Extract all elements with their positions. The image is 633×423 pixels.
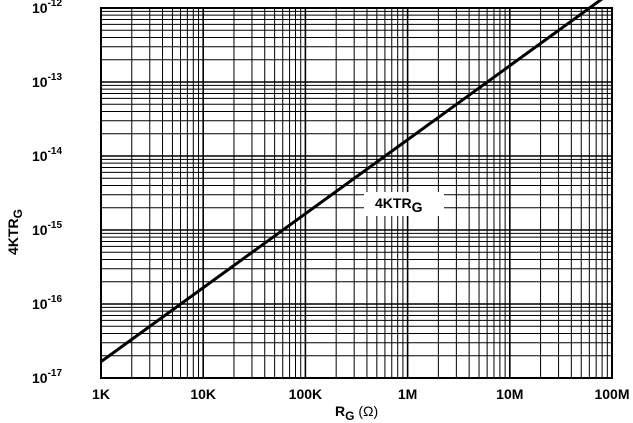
x-tick-label: 1M [398, 386, 417, 402]
x-tick-label: 1K [92, 386, 110, 402]
y-tick-exponent: -16 [48, 294, 63, 305]
y-tick-base: 10 [32, 0, 48, 16]
y-tick-label: 10-15 [32, 220, 62, 238]
series-label: 4KTRG [375, 195, 423, 215]
y-tick-base: 10 [32, 148, 48, 164]
x-tick-label: 10K [190, 386, 216, 402]
y-tick-label: 10-12 [32, 0, 62, 16]
x-axis-label: RG (Ω) [335, 403, 378, 423]
x-tick-label: 10M [496, 386, 523, 402]
y-axis-label-sub: G [11, 209, 25, 218]
x-tick-label: 100M [594, 386, 629, 402]
y-tick-label: 10-16 [32, 294, 62, 312]
series-line-4ktrg [100, 0, 604, 363]
series-label-background [364, 192, 444, 216]
y-tick-label: 10-13 [32, 72, 62, 90]
y-tick-exponent: -13 [48, 72, 63, 83]
y-axis-label-main: 4KTR [5, 218, 21, 255]
x-tick-label: 100K [289, 386, 322, 402]
x-tick-labels: 1K 10K 100K 1M 10M 100M [92, 386, 629, 402]
y-tick-base: 10 [32, 222, 48, 238]
series-label-main: 4KTR [375, 195, 412, 211]
plot-frame [100, 7, 613, 379]
series-annotation: 4KTRG [364, 192, 444, 216]
x-axis-label-main: R [335, 403, 345, 419]
y-tick-label: 10-14 [32, 146, 62, 164]
y-tick-label: 10-17 [32, 368, 62, 386]
series-label-sub: G [412, 199, 423, 215]
y-tick-exponent: -14 [48, 146, 63, 157]
y-axis-label: 4KTRG [5, 209, 25, 255]
x-axis-label-unit: (Ω) [354, 403, 378, 419]
y-tick-base: 10 [32, 296, 48, 312]
x-axis-label-sub: G [345, 409, 354, 423]
y-tick-exponent: -15 [48, 220, 63, 231]
y-tick-base: 10 [32, 370, 48, 386]
series-layer [100, 0, 604, 363]
y-tick-exponent: -12 [48, 0, 63, 9]
y-tick-exponent: -17 [48, 368, 63, 379]
y-tick-base: 10 [32, 74, 48, 90]
grid [100, 7, 613, 379]
